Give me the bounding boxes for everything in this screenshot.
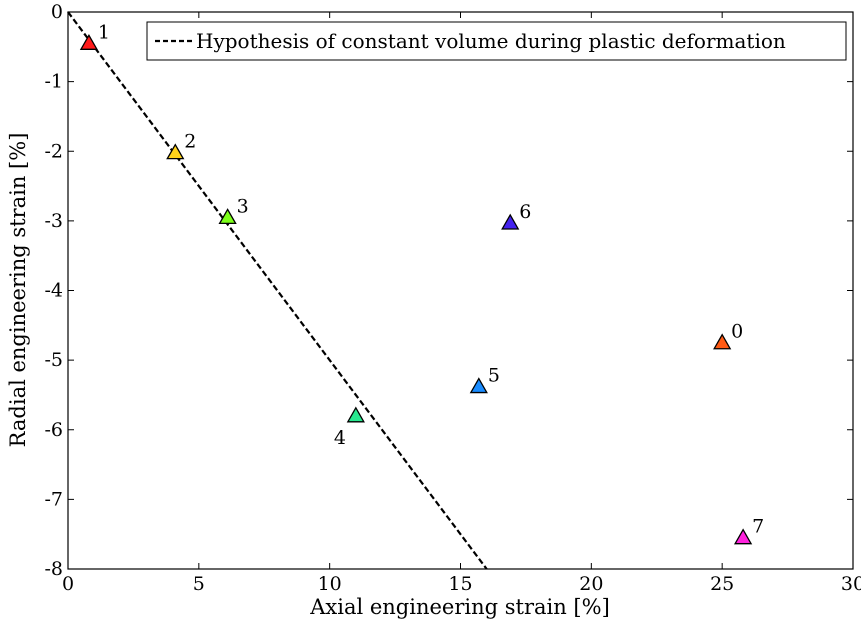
y-tick-label: -5 (44, 349, 63, 371)
y-axis-label: Radial engineering strain [%] (6, 133, 30, 448)
data-point-label-1: 1 (98, 21, 110, 43)
data-point-label-4: 4 (334, 427, 346, 449)
x-tick-label: 0 (62, 573, 74, 595)
y-tick-label: -6 (44, 419, 63, 441)
x-axis-label: Axial engineering strain [%] (309, 595, 610, 619)
x-tick-label: 5 (193, 573, 205, 595)
legend: Hypothesis of constant volume during pla… (146, 21, 847, 61)
x-tick-label: 30 (841, 573, 861, 595)
y-tick-label: -3 (44, 210, 63, 232)
y-tick-label: -7 (44, 488, 63, 510)
x-tick-label: 25 (710, 573, 734, 595)
y-tick-label: -8 (44, 558, 63, 580)
data-point-0 (713, 333, 732, 350)
y-tick-label: -1 (44, 71, 63, 93)
data-point-label-7: 7 (752, 516, 764, 538)
data-point-4 (346, 406, 365, 423)
data-point-label-3: 3 (237, 195, 249, 217)
data-point-label-2: 2 (184, 131, 196, 153)
data-point-5 (469, 377, 488, 394)
data-point-6 (501, 213, 520, 230)
y-tick-label: -4 (44, 280, 63, 302)
data-point-label-0: 0 (731, 321, 743, 343)
legend-label: Hypothesis of constant volume during pla… (196, 29, 786, 53)
plot-area (67, 11, 854, 570)
data-point-1 (79, 34, 99, 50)
data-point-label-6: 6 (519, 201, 531, 223)
axis-ticks: 0 5 10 15 20 25 300-1-2-3-4-5-6-7-8 (44, 1, 861, 595)
reference-line-group (67, 11, 488, 570)
legend-box (146, 21, 847, 61)
data-point-label-5: 5 (488, 365, 500, 387)
x-tick-label: 20 (579, 573, 603, 595)
constant-volume-reference-line (67, 11, 488, 570)
data-point-7 (733, 528, 753, 545)
data-points: 0 1 2 3 4 5 6 7 (79, 21, 764, 545)
y-tick-label: -2 (44, 140, 63, 162)
data-point-3 (218, 208, 237, 225)
data-point-2 (166, 143, 185, 160)
x-tick-label: 15 (448, 573, 472, 595)
y-tick-label: 0 (51, 1, 63, 23)
x-tick-label: 10 (318, 573, 342, 595)
